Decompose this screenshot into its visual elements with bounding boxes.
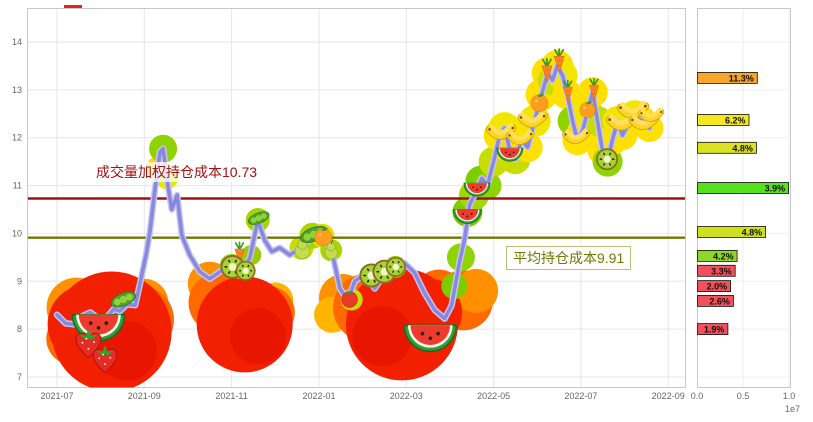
pea-icon bbox=[247, 211, 270, 225]
pea-icon bbox=[110, 291, 137, 308]
distribution-bar: 3.3% bbox=[697, 264, 736, 277]
orange-icon bbox=[314, 227, 333, 247]
watermelon-icon bbox=[403, 324, 458, 353]
carrot-icon bbox=[562, 79, 573, 104]
cost-distribution-panel: 11.3% 6.2% 4.8% 3.9% 4.8% 4.2% 3.3% 2.0% 2.6% 1.9… bbox=[691, 8, 800, 414]
kiwi-icon bbox=[385, 256, 406, 277]
banana-icon bbox=[638, 107, 665, 123]
distribution-bar-label: 2.6% bbox=[709, 296, 730, 306]
distribution-bar-label: 6.2% bbox=[725, 116, 746, 126]
banana-icon bbox=[506, 129, 535, 145]
dist-x-tick-label: 0.0 bbox=[691, 391, 704, 401]
y-axis-tick-label: 10 bbox=[12, 228, 22, 238]
banana-icon bbox=[616, 100, 650, 119]
orange-icon bbox=[579, 101, 596, 118]
watermelon-icon bbox=[452, 209, 482, 224]
carrot-icon bbox=[553, 48, 565, 74]
distribution-bar-label: 4.2% bbox=[713, 251, 734, 261]
distribution-bar: 4.2% bbox=[697, 249, 738, 262]
distribution-bar-label: 2.0% bbox=[707, 282, 728, 292]
y-axis-tick-label: 11 bbox=[13, 181, 22, 191]
kiwi-icon bbox=[235, 260, 256, 281]
dist-x-tick-label: 0.5 bbox=[737, 391, 750, 401]
distribution-bar-label: 1.9% bbox=[704, 325, 725, 335]
dist-scale-label: 1e7 bbox=[785, 404, 800, 414]
watermelon-icon bbox=[71, 314, 126, 342]
banana-icon bbox=[562, 128, 591, 144]
distribution-bar-label: 3.3% bbox=[711, 266, 732, 276]
watermelon-icon bbox=[463, 182, 491, 197]
x-axis-tick-label: 2022-03 bbox=[390, 391, 423, 401]
distribution-bar-label: 4.8% bbox=[732, 143, 753, 153]
banana-icon bbox=[517, 110, 548, 128]
dist-x-tick-label: 1.0 bbox=[783, 391, 796, 401]
distribution-bar: 1.9% bbox=[697, 323, 729, 336]
volume-heat-blob bbox=[352, 306, 413, 367]
y-axis-tick-label: 13 bbox=[12, 85, 22, 95]
carrot-icon bbox=[589, 77, 599, 102]
distribution-bar: 2.6% bbox=[697, 294, 734, 307]
distribution-bar-label: 11.3% bbox=[729, 73, 754, 83]
volume-heat-blob bbox=[229, 308, 286, 365]
vwap-cost-label: 成交量加权持仓成本10.73 bbox=[93, 162, 261, 182]
pear-icon bbox=[324, 240, 338, 260]
x-axis-tick-label: 2022-05 bbox=[477, 391, 510, 401]
y-axis-tick-label: 7 bbox=[17, 372, 22, 382]
x-axis-tick-label: 2022-09 bbox=[652, 391, 685, 401]
y-axis-tick-label: 12 bbox=[12, 133, 22, 143]
carrot-icon bbox=[234, 241, 245, 266]
x-axis-tick-label: 2021-07 bbox=[40, 391, 73, 401]
watermelon-icon bbox=[496, 147, 524, 162]
distribution-bar: 4.8% bbox=[697, 141, 757, 154]
banana-icon bbox=[485, 122, 517, 140]
distribution-bar-label: 4.8% bbox=[742, 228, 763, 238]
distribution-bar: 4.8% bbox=[697, 226, 766, 238]
kiwi-icon bbox=[596, 148, 619, 171]
carrot-icon bbox=[541, 57, 553, 84]
x-axis-tick-label: 2021-09 bbox=[128, 391, 161, 401]
distribution-bar: 3.9% bbox=[697, 182, 789, 194]
orange-icon bbox=[530, 93, 549, 113]
distribution-bar: 11.3% bbox=[697, 72, 758, 84]
strawberry-icon bbox=[92, 345, 118, 374]
x-axis-tick-label: 2022-07 bbox=[564, 391, 597, 401]
y-axis-tick-label: 9 bbox=[17, 276, 22, 286]
distribution-bar: 6.2% bbox=[697, 114, 750, 126]
price-history-panel: 7 8 9 10 11 12 13 14 2021-07 2021-09 2021-11 2022-0… bbox=[12, 8, 686, 401]
y-axis-tick-label: 14 bbox=[12, 37, 22, 47]
y-axis-tick-label: 8 bbox=[17, 324, 22, 334]
x-axis-tick-label: 2022-01 bbox=[302, 391, 335, 401]
tomato-icon bbox=[341, 291, 358, 308]
x-axis-tick-label: 2021-11 bbox=[215, 391, 247, 401]
distribution-bar-label: 3.9% bbox=[765, 184, 786, 194]
average-cost-label: 平均持仓成本9.91 bbox=[506, 246, 632, 270]
distribution-bar: 2.0% bbox=[697, 280, 731, 293]
